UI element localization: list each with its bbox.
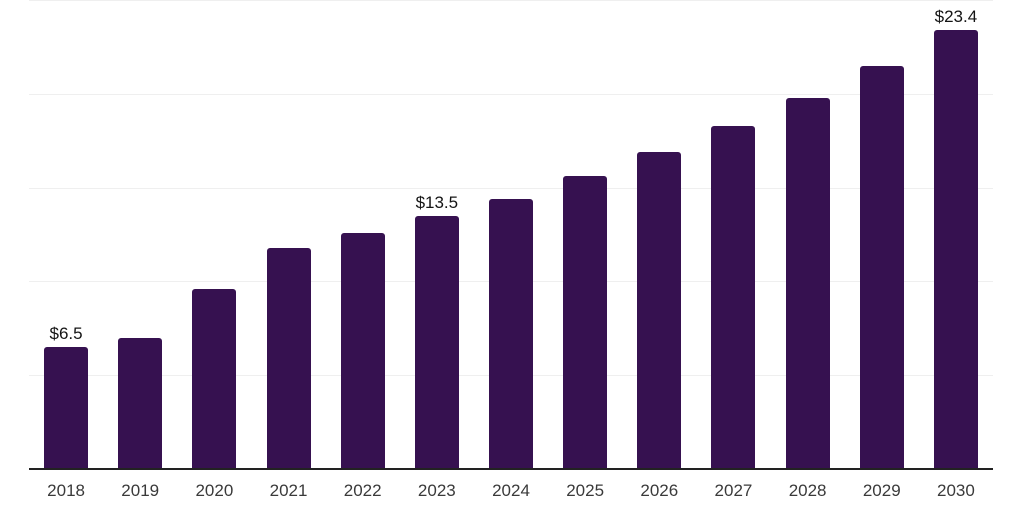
bar-2025 [563,176,608,469]
value-label-2023: $13.5 [415,192,459,212]
x-tick-label-2023: 2023 [417,481,456,500]
x-tick-label-2025: 2025 [566,481,605,500]
x-tick-label-2022: 2022 [343,481,382,500]
bar-2028 [785,97,830,469]
gridline-y-20 [29,93,993,95]
bar-2026 [637,151,682,469]
x-tick-label-2019: 2019 [121,481,160,500]
bar-2022 [340,232,385,469]
x-tick-label-2020: 2020 [195,481,234,500]
x-tick-label-2018: 2018 [47,481,85,500]
x-tick-label-2029: 2029 [862,481,901,500]
bar-2021 [266,247,311,469]
bar-2024 [489,198,533,469]
value-label-2030: $23.4 [934,7,978,27]
x-tick-label-2030: 2030 [937,481,975,500]
x-tick-label-2021: 2021 [269,481,308,500]
x-tick-label-2024: 2024 [492,481,530,500]
bar-2029 [859,65,904,469]
x-tick-label-2027: 2027 [714,481,753,500]
value-label-2018: $6.5 [49,324,83,344]
bar-2030 [933,30,978,469]
bar-2027 [711,125,756,469]
bar-2020 [192,288,237,469]
gridline-y-25 [29,0,993,1]
x-tick-label-2026: 2026 [640,481,679,500]
x-axis-line [29,468,993,470]
gridline-y-15 [29,187,993,189]
bar-2019 [118,337,163,469]
x-tick-label-2028: 2028 [788,481,827,500]
bar-2018 [44,347,89,469]
bar-2023 [414,215,459,469]
plot-area: 2018 $6.5 2019 2020 2021 2022 2023 $13.5 2024 202… [29,0,993,499]
